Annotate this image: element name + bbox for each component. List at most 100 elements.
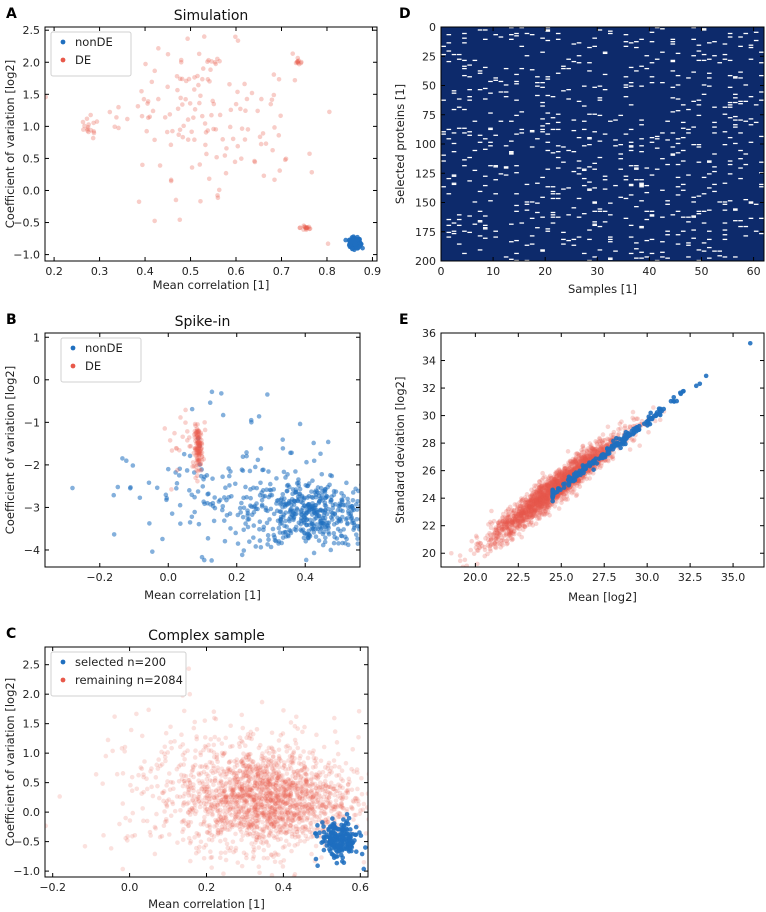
heatmap-cell	[623, 217, 629, 219]
scatter-point	[266, 759, 271, 765]
scatter-point	[186, 666, 192, 671]
scatter-point	[544, 495, 550, 501]
scatter-point	[289, 848, 294, 854]
scatter-point	[255, 108, 260, 114]
scatter-point	[194, 450, 199, 456]
scatter-point	[341, 493, 347, 499]
scatter-point	[576, 451, 582, 457]
scatter-point	[291, 814, 296, 820]
scatter-point	[253, 812, 259, 817]
scatter-point	[195, 433, 200, 439]
scatter-point	[335, 507, 341, 513]
scatter-point	[579, 455, 584, 460]
scatter-point	[265, 815, 271, 821]
scatter-point	[308, 824, 314, 830]
scatter-point	[308, 777, 314, 783]
scatter-point	[200, 66, 206, 71]
scatter-point	[198, 821, 204, 827]
scatter-point	[299, 788, 305, 794]
scatter-point	[244, 830, 249, 836]
scatter-point	[546, 483, 552, 488]
scatter-point	[213, 127, 219, 132]
scatter-point	[233, 814, 238, 820]
heatmap-cell	[545, 141, 551, 143]
scatter-point	[228, 784, 233, 789]
scatter-point	[153, 775, 159, 780]
scatter-point	[286, 758, 291, 763]
heatmap-cell	[623, 76, 629, 78]
scatter-point	[215, 765, 221, 770]
scatter-point	[297, 486, 303, 492]
scatter-point	[250, 762, 256, 767]
scatter-point	[239, 819, 244, 825]
plot-area	[449, 340, 753, 567]
scatter-point	[537, 501, 542, 507]
scatter-point	[517, 506, 523, 512]
scatter-point	[314, 732, 319, 738]
scatter-point	[294, 829, 300, 835]
scatter-point	[352, 812, 357, 818]
scatter-point	[468, 547, 474, 553]
scatter-point	[308, 820, 313, 826]
scatter-point	[366, 817, 368, 822]
scatter-point	[260, 780, 265, 786]
scatter-point	[313, 819, 319, 825]
scatter-point	[207, 823, 212, 828]
scatter-point	[273, 794, 279, 799]
scatter-point	[237, 780, 242, 785]
heatmap-cell	[717, 201, 723, 203]
x-tick-label: 10	[486, 265, 500, 278]
scatter-point	[222, 812, 228, 817]
heatmap-cell	[712, 41, 717, 43]
y-tick-label: 1.5	[23, 88, 41, 101]
heatmap-cell	[477, 134, 483, 136]
scatter-point	[298, 815, 303, 820]
scatter-point	[264, 825, 270, 831]
scatter-point	[235, 803, 240, 808]
heatmap-cell	[722, 106, 728, 108]
scatter-point	[227, 806, 233, 812]
scatter-point	[263, 764, 269, 770]
heatmap-cell	[743, 32, 749, 35]
scatter-point	[223, 735, 229, 741]
heatmap-cell	[540, 101, 545, 104]
heatmap-cell	[514, 193, 519, 195]
scatter-point	[165, 466, 171, 472]
scatter-point	[215, 832, 221, 837]
scatter-point	[300, 824, 306, 830]
scatter-point	[251, 797, 257, 803]
scatter-point	[271, 824, 276, 830]
scatter-point	[292, 737, 298, 743]
scatter-point	[244, 770, 250, 775]
heatmap-cell	[696, 195, 702, 197]
scatter-point	[345, 790, 351, 796]
heatmap-cell	[482, 237, 488, 239]
scatter-point	[218, 838, 223, 844]
scatter-point	[315, 783, 321, 789]
scatter-point	[267, 751, 272, 756]
scatter-point	[312, 490, 318, 495]
scatter-point	[240, 763, 246, 769]
scatter-point	[206, 773, 211, 779]
scatter-point	[277, 773, 282, 779]
scatter-point	[283, 821, 288, 826]
scatter-point	[250, 785, 255, 791]
scatter-point	[224, 793, 230, 799]
scatter-point	[266, 469, 271, 474]
scatter-point	[260, 812, 265, 817]
heatmap-cell	[514, 80, 519, 83]
scatter-point	[287, 785, 293, 790]
scatter-point	[227, 777, 233, 782]
scatter-point	[297, 820, 302, 825]
scatter-point	[272, 812, 277, 818]
heatmap-cell	[722, 256, 728, 258]
scatter-point	[302, 224, 307, 229]
x-tick-label: 0.0	[121, 881, 139, 894]
scatter-point	[368, 526, 373, 531]
scatter-point	[525, 512, 530, 518]
scatter-point	[327, 482, 332, 488]
scatter-point	[287, 518, 292, 524]
heatmap-cell	[540, 196, 545, 198]
scatter-point	[260, 802, 266, 807]
scatter-point	[536, 496, 541, 502]
